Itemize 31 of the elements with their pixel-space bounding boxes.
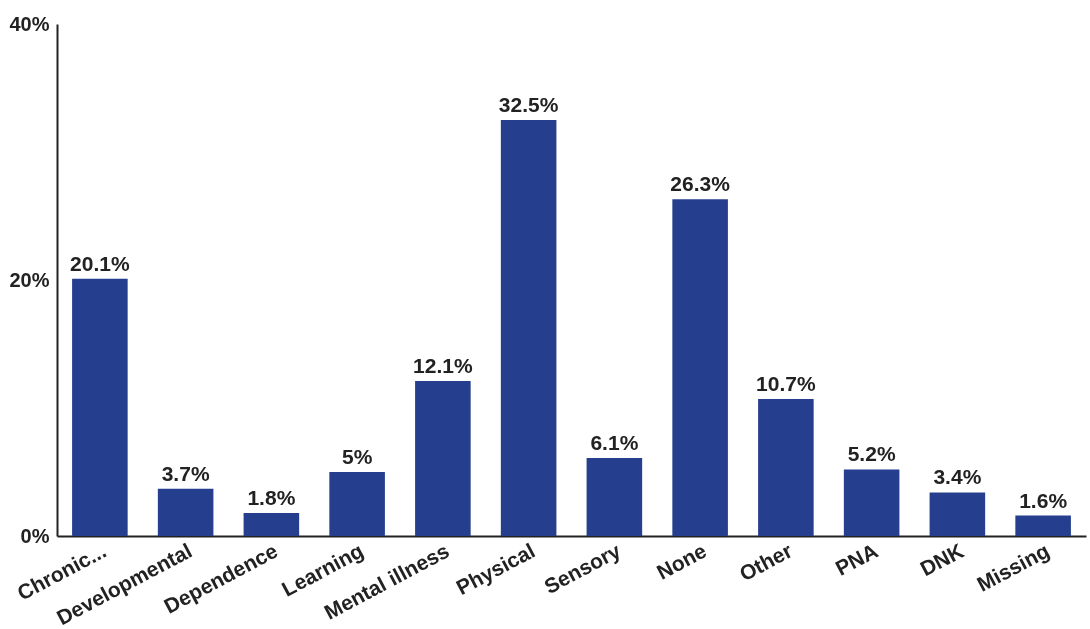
data-label: 5%	[341, 445, 373, 468]
data-label: 1.6%	[1019, 488, 1068, 512]
y-tick-label: 40%	[9, 12, 50, 35]
x-tick-label: DNK	[916, 538, 968, 581]
data-label: 12.1%	[413, 354, 473, 378]
data-label: 5.2%	[847, 442, 896, 466]
bar	[415, 381, 471, 536]
bar	[843, 469, 900, 536]
data-label: 32.5%	[498, 93, 559, 116]
data-label: 3.4%	[933, 465, 982, 489]
x-tick-label: Other	[735, 538, 796, 586]
data-label: 1.8%	[247, 485, 296, 509]
data-label: 20.1%	[70, 251, 130, 275]
y-tick-label: 20%	[9, 268, 50, 291]
bar	[758, 399, 814, 536]
x-tick-label: PNA	[831, 538, 882, 580]
bar	[157, 488, 214, 536]
bar	[929, 492, 986, 536]
bar	[586, 457, 643, 536]
bar	[500, 120, 557, 536]
bar	[672, 199, 728, 536]
data-label: 26.3%	[670, 172, 731, 196]
bar	[329, 472, 385, 536]
bar	[1015, 515, 1071, 536]
data-label: 6.1%	[590, 430, 639, 454]
x-tick-label: None	[652, 538, 710, 584]
bar	[243, 512, 300, 536]
data-label: 10.7%	[756, 372, 816, 396]
bar	[72, 278, 128, 536]
data-label: 3.7%	[161, 461, 210, 485]
y-tick-label: 0%	[20, 524, 50, 547]
